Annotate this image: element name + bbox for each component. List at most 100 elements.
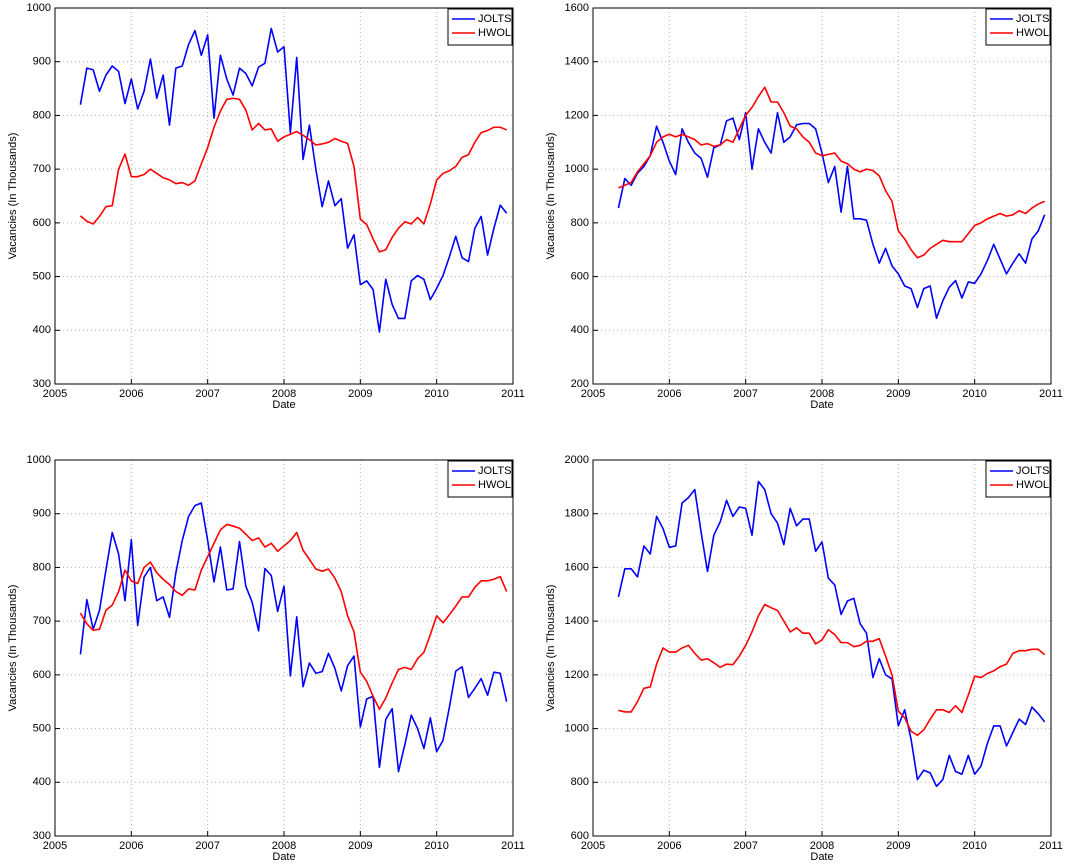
x-tick-label: 2009: [348, 388, 372, 400]
y-tick-label: 600: [33, 669, 51, 681]
x-axis-label: Date: [272, 851, 295, 863]
legend-label: HWOL: [478, 27, 511, 39]
y-tick-label: 1400: [565, 56, 589, 68]
y-tick-label: 1200: [565, 109, 589, 121]
x-tick-label: 2007: [195, 388, 219, 400]
subplot: 300 400 500 600 700 800 900 1000 2005 2006 2007 200…: [7, 2, 525, 411]
legend: JOLTS HWOL: [447, 460, 513, 498]
x-axis-label: Date: [810, 851, 833, 863]
x-tick-label: 2006: [119, 840, 143, 852]
y-tick-label: 1600: [565, 561, 589, 573]
x-tick-label: 2007: [195, 840, 219, 852]
data-line: [618, 603, 1046, 737]
x-tick-label: 2005: [581, 388, 605, 400]
y-tick-label: 1800: [565, 508, 589, 520]
x-tick-label: 2010: [962, 388, 986, 400]
legend-label: HWOL: [1016, 27, 1049, 39]
y-tick-label: 1000: [565, 722, 589, 734]
y-axis-label: Vacancies (In Thousands): [7, 585, 19, 712]
data-line: [79, 27, 508, 333]
legend-label: JOLTS: [478, 465, 511, 477]
y-axis-label: Vacancies (In Thousands): [545, 133, 557, 260]
data-line: [79, 97, 507, 253]
y-tick-label: 1000: [27, 2, 51, 14]
axes-frame: [54, 459, 514, 837]
y-tick-label: 2000: [565, 454, 589, 466]
data-line: [79, 502, 508, 773]
y-tick-label: 900: [33, 56, 51, 68]
legend-box: [447, 460, 513, 498]
x-tick-label: 2008: [272, 840, 296, 852]
y-tick-label: 800: [571, 776, 589, 788]
x-tick-label: 2010: [424, 388, 448, 400]
legend-label: JOLTS: [1016, 465, 1049, 477]
x-tick-label: 2011: [1039, 388, 1063, 400]
y-tick-label: 500: [33, 270, 51, 282]
y-tick-label: 600: [571, 270, 589, 282]
y-tick-label: 600: [571, 830, 589, 842]
data-line: [617, 111, 1046, 319]
axes-frame: [592, 459, 1052, 837]
legend-box: [985, 8, 1051, 46]
x-tick-label: 2005: [581, 840, 605, 852]
y-tick-label: 1200: [565, 669, 589, 681]
subplot: 200 400 600 800 1000 1200 1400 1600 2005 2006 2007…: [545, 2, 1063, 411]
x-tick-label: 2009: [886, 388, 910, 400]
x-tick-label: 2006: [657, 840, 681, 852]
legend: JOLTS HWOL: [985, 460, 1051, 498]
y-tick-label: 1400: [565, 615, 589, 627]
x-tick-label: 2011: [501, 388, 525, 400]
axes-frame: [592, 7, 1052, 385]
y-tick-label: 400: [33, 324, 51, 336]
legend-label: JOLTS: [1016, 13, 1049, 25]
y-tick-label: 400: [571, 324, 589, 336]
legend: JOLTS HWOL: [447, 8, 513, 46]
x-tick-label: 2006: [119, 388, 143, 400]
data-line: [618, 86, 1045, 259]
y-tick-label: 900: [33, 508, 51, 520]
x-tick-label: 2005: [43, 840, 67, 852]
y-tick-label: 300: [33, 378, 51, 390]
x-tick-label: 2008: [810, 840, 834, 852]
y-tick-label: 800: [33, 561, 51, 573]
subplot: 600 800 1000 1200 1400 1600 1800 2000 2005 2006 20…: [545, 454, 1063, 863]
y-tick-label: 500: [33, 722, 51, 734]
x-tick-label: 2007: [733, 840, 757, 852]
y-tick-label: 800: [33, 109, 51, 121]
data-line: [79, 523, 508, 711]
x-tick-label: 2005: [43, 388, 67, 400]
y-tick-label: 600: [33, 217, 51, 229]
y-tick-label: 800: [571, 217, 589, 229]
x-tick-label: 2007: [733, 388, 757, 400]
x-tick-label: 2009: [886, 840, 910, 852]
legend-box: [447, 8, 513, 46]
x-tick-label: 2009: [348, 840, 372, 852]
legend-label: HWOL: [478, 479, 511, 491]
x-tick-label: 2010: [424, 840, 448, 852]
y-axis-label: Vacancies (In Thousands): [7, 133, 19, 260]
y-axis-label: Vacancies (In Thousands): [545, 585, 557, 712]
y-tick-label: 400: [33, 776, 51, 788]
legend-box: [985, 460, 1051, 498]
y-tick-label: 1000: [565, 163, 589, 175]
legend: JOLTS HWOL: [985, 8, 1051, 46]
y-tick-label: 1000: [27, 454, 51, 466]
subplot: 300 400 500 600 700 800 900 1000 2005 2006 2007 200…: [7, 454, 525, 863]
legend-label: HWOL: [1016, 479, 1049, 491]
y-tick-label: 200: [571, 378, 589, 390]
y-tick-label: 300: [33, 830, 51, 842]
x-axis-label: Date: [810, 399, 833, 411]
legend-label: JOLTS: [478, 13, 511, 25]
y-tick-label: 700: [33, 163, 51, 175]
axes-frame: [54, 7, 514, 385]
x-tick-label: 2011: [1039, 840, 1063, 852]
x-tick-label: 2006: [657, 388, 681, 400]
x-tick-label: 2008: [272, 388, 296, 400]
x-axis-label: Date: [272, 399, 295, 411]
y-tick-label: 700: [33, 615, 51, 627]
x-tick-label: 2010: [962, 840, 986, 852]
data-line: [617, 480, 1046, 788]
x-tick-label: 2008: [810, 388, 834, 400]
y-tick-label: 1600: [565, 2, 589, 14]
